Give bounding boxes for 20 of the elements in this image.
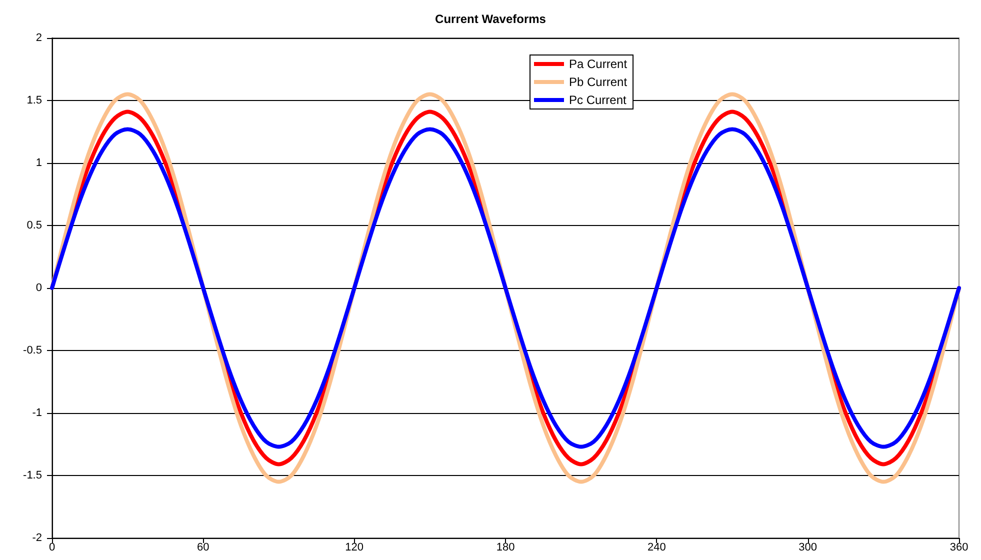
x-tick-label: 360 (950, 542, 968, 554)
y-tick-label: -2 (32, 532, 42, 544)
x-tick-label: 300 (798, 542, 818, 554)
x-tick-label: 120 (345, 542, 364, 554)
y-tick-label: -1 (32, 407, 42, 419)
x-tick-label: 0 (48, 542, 56, 554)
x-tick-label: 60 (197, 542, 210, 554)
y-tick-label: 1.5 (26, 94, 42, 106)
y-tick-label: 1 (36, 157, 42, 169)
y-tick-label: 0 (36, 282, 42, 294)
x-tick-label: 180 (496, 542, 515, 554)
y-tick-label: -0.5 (23, 344, 42, 356)
x-tick-label: 240 (647, 542, 666, 554)
legend-label: Pb Current (569, 75, 628, 89)
y-tick-label: 2 (36, 32, 42, 44)
chart-title: Current Waveforms (435, 12, 546, 26)
legend-label: Pa Current (569, 57, 628, 71)
y-tick-label: -1.5 (23, 470, 42, 482)
legend-label: Pc Current (569, 93, 628, 107)
y-tick-label: 0.5 (26, 220, 42, 232)
